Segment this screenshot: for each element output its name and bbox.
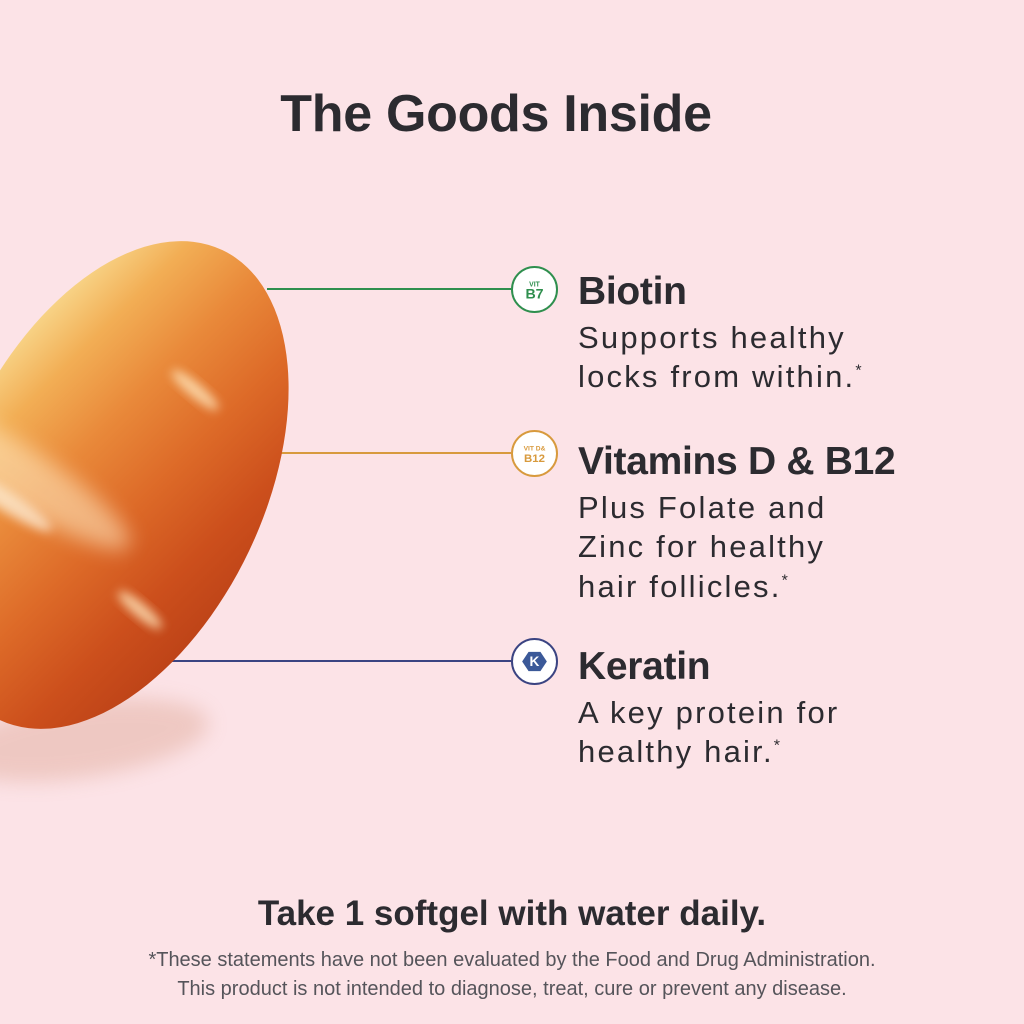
svg-text:K: K xyxy=(530,654,540,669)
svg-text:B12: B12 xyxy=(524,453,545,465)
svg-text:VIT D&: VIT D& xyxy=(524,445,546,452)
svg-text:B7: B7 xyxy=(525,287,543,303)
